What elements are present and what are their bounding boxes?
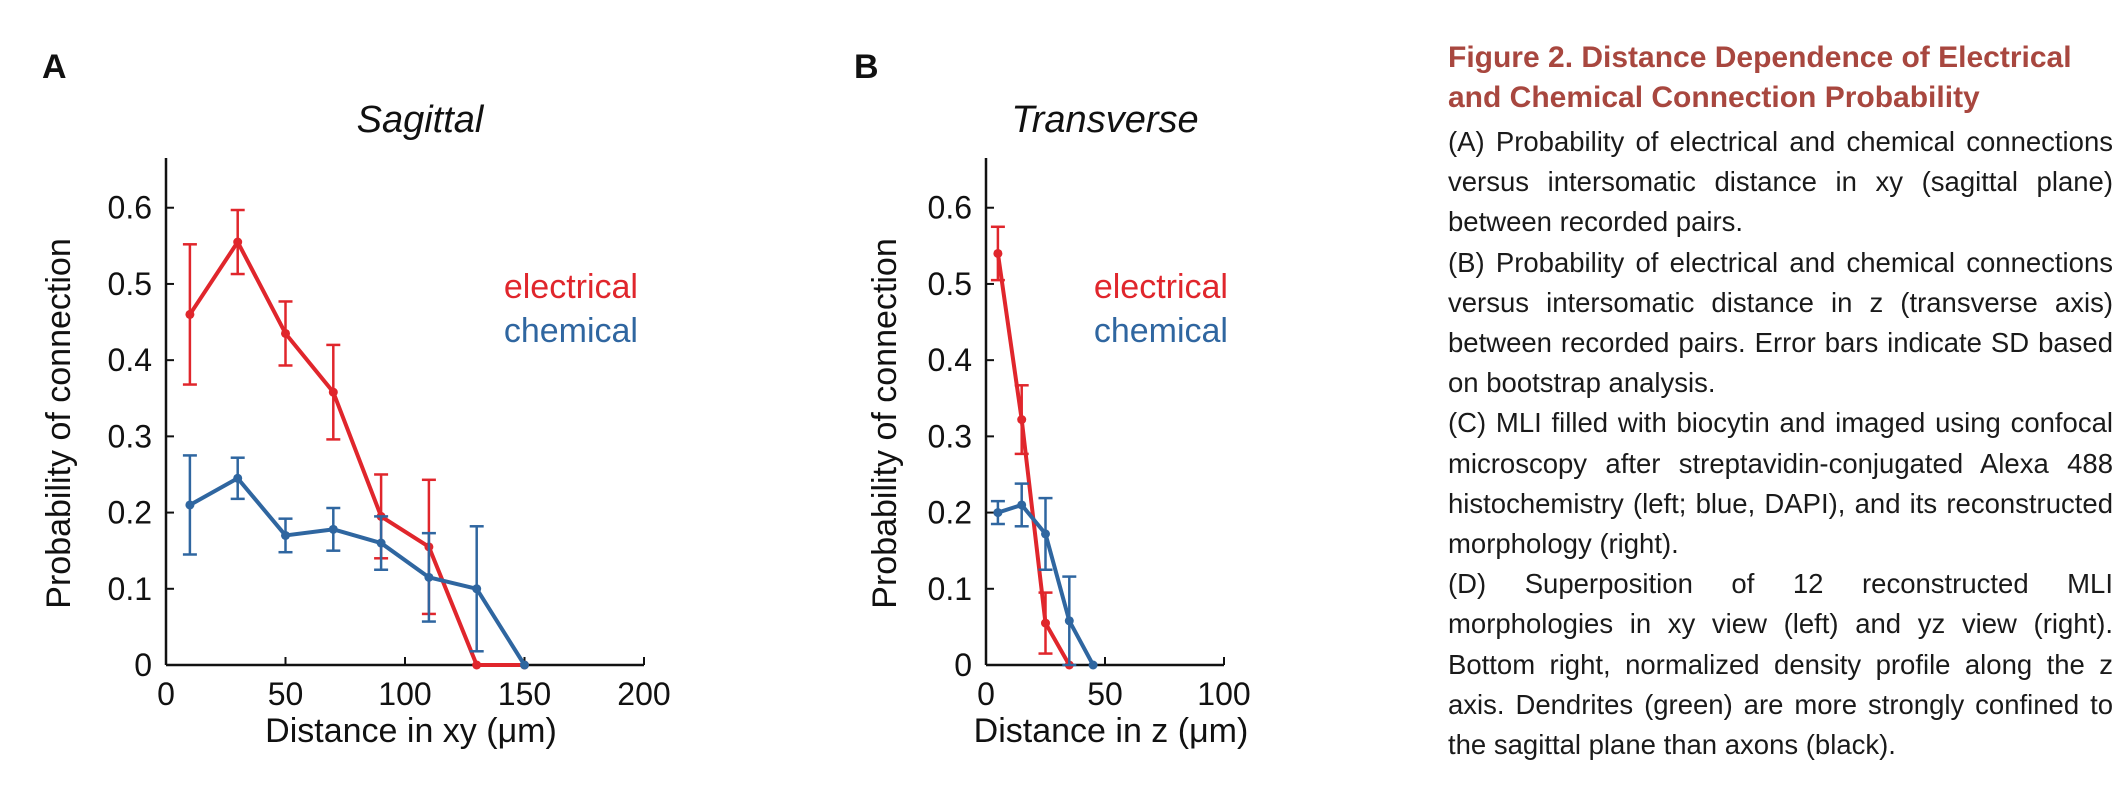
caption-paragraph-a: (A) Probability of electrical and chemic…	[1448, 126, 2113, 238]
data-point	[1041, 618, 1050, 628]
y-tick-label: 0.4	[108, 342, 152, 378]
legend-entry-electrical: electrical	[504, 268, 638, 306]
series-line-electrical	[188, 240, 525, 667]
y-tick-label: 0.6	[928, 190, 972, 226]
y-tick-label: 0	[134, 647, 152, 683]
x-tick-label: 50	[1087, 676, 1123, 712]
y-tick-label: 0.1	[108, 571, 152, 607]
y-tick-label: 0.5	[108, 266, 152, 302]
figure-panels: A Sagittal 0 50 100 150 200 0 0.1 0.2 0.3 0.4 0.5 0.6…	[40, 48, 1251, 750]
panel-label: A	[42, 48, 67, 86]
data-point	[1017, 415, 1027, 425]
x-tick-label: 0	[157, 676, 175, 712]
y-tick-label: 0.3	[108, 418, 152, 454]
y-tick-label: 0.5	[928, 266, 972, 302]
line-charts-svg: A Sagittal 0 50 100 150 200 0 0.1 0.2 0.3 0.4 0.5 0.6…	[40, 48, 1251, 750]
data-point	[1088, 660, 1098, 670]
y-tick-label: 0.1	[928, 571, 972, 607]
caption-paragraph-d: (D) Superposition of 12 reconstructed ML…	[1448, 568, 2113, 761]
y-tick-label: 0.2	[108, 495, 152, 531]
chart-title: Sagittal	[357, 99, 485, 141]
data-point	[1017, 500, 1027, 510]
data-point	[376, 538, 386, 548]
legend-entry-chemical: chemical	[1094, 312, 1228, 350]
legend-entry-chemical: chemical	[504, 312, 638, 350]
data-point	[472, 584, 482, 594]
data-point	[233, 473, 243, 483]
x-tick-label: 50	[268, 676, 304, 712]
y-tick-label: 0.6	[108, 190, 152, 226]
data-point	[328, 524, 338, 534]
series-chemical	[182, 454, 529, 670]
figure-caption: Figure 2. Distance Dependence of Electri…	[1448, 38, 2113, 765]
y-axis-label: Probability of connection	[866, 238, 904, 608]
caption-paragraph-c: (C) MLI filled with biocytin and imaged …	[1448, 407, 2113, 560]
y-axis-label: Probability of connection	[40, 238, 78, 608]
y-tick-label: 0.4	[928, 342, 972, 378]
y-tick-label: 0.2	[928, 495, 972, 531]
x-tick-label: 100	[378, 676, 431, 712]
panel-label: B	[854, 48, 879, 86]
series-chemical	[990, 482, 1098, 670]
x-tick-label: 150	[498, 676, 551, 712]
data-point	[424, 572, 434, 582]
chart-title: Transverse	[1011, 99, 1198, 141]
data-point	[993, 508, 1003, 518]
data-point	[1064, 616, 1074, 626]
x-tick-label: 0	[977, 676, 995, 712]
data-point	[233, 237, 243, 247]
data-point	[281, 530, 290, 540]
x-tick-label: 200	[617, 676, 670, 712]
chart-panel-a: A Sagittal 0 50 100 150 200 0 0.1 0.2 0.3 0.4 0.5 0.6…	[40, 48, 671, 750]
legend-entry-electrical: electrical	[1094, 268, 1228, 306]
x-tick-label: 100	[1197, 676, 1250, 712]
data-point	[281, 328, 290, 338]
x-axis-label: Distance in z (μm)	[974, 712, 1249, 750]
caption-title: Figure 2. Distance Dependence of Electri…	[1448, 41, 2072, 114]
data-point	[472, 660, 482, 670]
caption-paragraph-b: (B) Probability of electrical and chemic…	[1448, 246, 2113, 399]
data-point	[185, 500, 195, 510]
data-point	[520, 660, 529, 670]
data-point	[328, 387, 338, 397]
x-axis-label: Distance in xy (μm)	[265, 712, 557, 750]
data-point	[1041, 529, 1050, 539]
data-point	[185, 309, 195, 319]
y-tick-label: 0	[954, 647, 972, 683]
data-point	[993, 248, 1003, 258]
y-tick-label: 0.3	[928, 418, 972, 454]
series-electrical	[990, 225, 1074, 670]
series-line-chemical	[188, 476, 527, 667]
series-line-electrical	[995, 253, 1072, 666]
chart-panel-b: B Transverse 0 50 100 0 0.1 0.2 0.3 0.4 0.5 0.6 Dist…	[854, 48, 1251, 750]
